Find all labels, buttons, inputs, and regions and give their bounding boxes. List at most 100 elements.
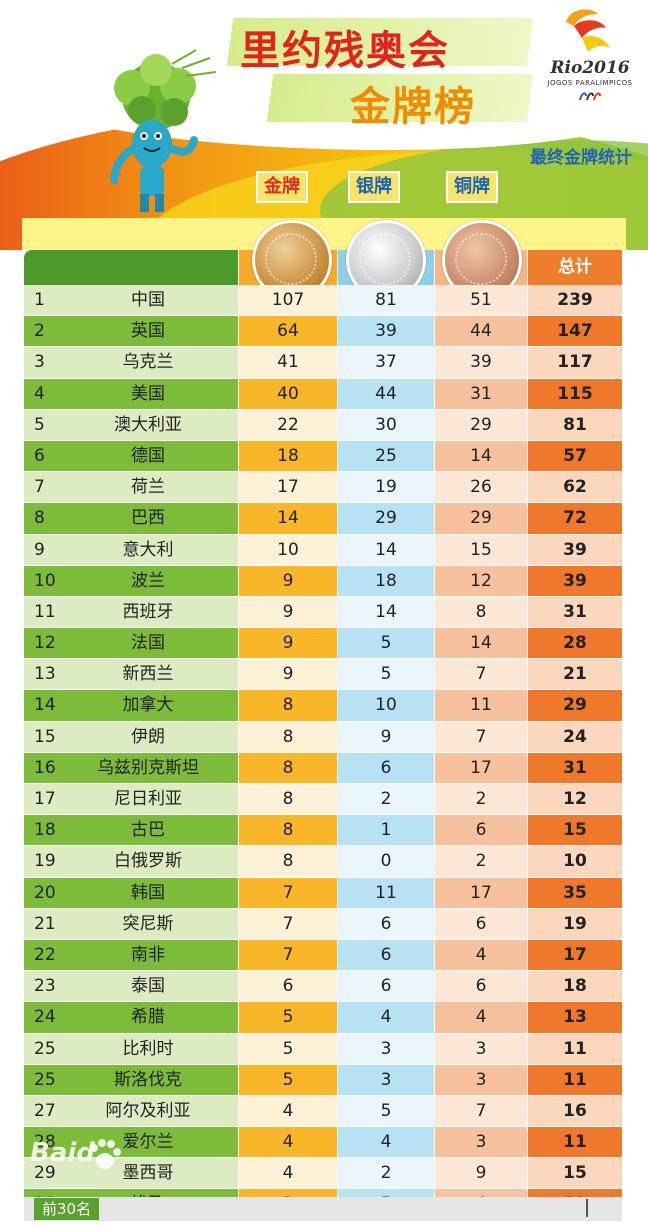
silver-count-cell: 18 xyxy=(375,570,397,591)
silver-count-cell: 25 xyxy=(375,445,397,466)
total-count-cell: 19 xyxy=(563,913,587,934)
table-row: 10 波兰 9 18 12 39 xyxy=(24,565,622,597)
silver-count-cell: 37 xyxy=(375,352,397,373)
total-count-cell: 13 xyxy=(563,1007,587,1028)
silver-count-cell: 6 xyxy=(380,944,392,965)
country-cell: 古巴 xyxy=(131,820,165,841)
rank-cell: 21 xyxy=(34,913,56,934)
rank-cell: 12 xyxy=(34,633,56,654)
mascot-illustration xyxy=(110,49,217,212)
country-cell: 比利时 xyxy=(122,1038,174,1059)
country-cell: 意大利 xyxy=(122,539,174,560)
rank-cell: 8 xyxy=(34,508,45,529)
gold-medal-label: 金牌 xyxy=(256,171,308,203)
bronze-count-cell: 4 xyxy=(475,944,487,965)
silver-count-cell: 1 xyxy=(380,820,392,841)
gold-count-cell: 4 xyxy=(282,1100,294,1121)
country-cell: 阿尔及利亚 xyxy=(105,1100,191,1121)
silver-count-cell: 9 xyxy=(380,726,392,747)
bronze-count-cell: 17 xyxy=(470,882,492,903)
total-count-cell: 15 xyxy=(563,1163,587,1184)
total-count-cell: 147 xyxy=(557,321,593,342)
gold-count-cell: 8 xyxy=(282,789,294,809)
country-cell: 乌克兰 xyxy=(122,352,174,373)
rank-cell: 15 xyxy=(34,726,56,747)
total-count-cell: 17 xyxy=(563,944,587,965)
bronze-count-cell: 29 xyxy=(470,414,492,435)
bronze-count-cell: 2 xyxy=(475,789,487,809)
gold-count-cell: 7 xyxy=(282,944,294,965)
table-row: 4 美国 40 44 31 115 xyxy=(24,378,622,410)
gold-count-cell: 9 xyxy=(282,601,294,622)
silver-count-cell: 4 xyxy=(380,1132,392,1153)
gold-count-cell: 4 xyxy=(282,1163,294,1184)
silver-count-cell: 10 xyxy=(375,695,397,716)
gold-count-cell: 8 xyxy=(282,695,294,716)
bronze-count-cell: 14 xyxy=(470,445,492,466)
rank-cell: 24 xyxy=(34,1007,56,1028)
gold-count-cell: 8 xyxy=(282,851,294,872)
country-cell: 英国 xyxy=(131,321,165,342)
watermark: Baid xyxy=(30,1138,220,1172)
table-row: 6 德国 18 25 14 57 xyxy=(24,440,622,472)
rank-cell: 3 xyxy=(34,352,45,373)
country-cell: 斯洛伐克 xyxy=(114,1069,182,1090)
table-body: 1 中国 107 81 51 239 2 英国 64 39 44 147 3 乌克兰 41 37 39 117 4 美… xyxy=(24,285,622,1221)
silver-count-cell: 5 xyxy=(380,633,392,654)
silver-count-cell: 2 xyxy=(380,1163,392,1184)
country-cell: 西班牙 xyxy=(122,601,174,622)
country-cell: 爱尔兰 xyxy=(122,1132,174,1153)
table-row: 20 韩国 7 11 17 35 xyxy=(24,877,622,909)
rank-cell: 29 xyxy=(34,1163,56,1184)
logo-subtext: JOGOS PARALÍMPICOS xyxy=(547,79,633,87)
total-count-cell: 115 xyxy=(557,383,593,404)
bronze-count-cell: 3 xyxy=(475,1038,487,1059)
bronze-count-cell: 7 xyxy=(475,726,487,747)
table-row: 11 西班牙 9 14 8 31 xyxy=(24,596,622,628)
table-row: 7 荷兰 17 19 26 62 xyxy=(24,472,622,503)
rank-cell: 17 xyxy=(34,789,56,809)
agitos-icon xyxy=(579,92,601,101)
table-row: 16 乌兹别克斯坦 8 6 17 31 xyxy=(24,752,622,784)
country-cell: 泰国 xyxy=(131,976,165,997)
total-count-cell: 81 xyxy=(563,414,587,435)
table-row: 8 巴西 14 29 29 72 xyxy=(24,503,622,534)
bronze-count-cell: 6 xyxy=(475,820,487,841)
rank-cell: 5 xyxy=(34,414,45,435)
gold-count-cell: 17 xyxy=(277,477,299,498)
table-row: 25 比利时 5 3 3 11 xyxy=(24,1033,622,1065)
bronze-count-cell: 51 xyxy=(470,290,492,310)
gold-count-cell: 64 xyxy=(277,321,299,342)
gold-count-cell: 5 xyxy=(282,1007,294,1028)
country-cell: 德国 xyxy=(131,445,165,466)
rank-cell: 25 xyxy=(34,1069,56,1090)
total-count-cell: 31 xyxy=(563,601,587,622)
table-row: 25 斯洛伐克 5 3 3 11 xyxy=(24,1064,622,1096)
rank-cell: 14 xyxy=(34,695,56,716)
country-cell: 白俄罗斯 xyxy=(114,851,182,872)
country-cell: 伊朗 xyxy=(131,726,165,747)
rank-cell: 25 xyxy=(34,1038,56,1059)
rank-cell: 13 xyxy=(34,664,56,685)
table-row: 2 英国 64 39 44 147 xyxy=(24,316,622,347)
table-row: 17 尼日利亚 8 2 2 12 xyxy=(24,784,622,815)
total-count-cell: 39 xyxy=(563,539,587,560)
bronze-count-cell: 9 xyxy=(475,1163,487,1184)
total-count-cell: 239 xyxy=(557,290,593,310)
table-row: 28 爱尔兰 4 4 3 11 xyxy=(24,1127,622,1158)
medal-table: 总计 1 中国 107 81 51 239 2 英国 64 39 44 147 3 乌克兰 41 37 39 11… xyxy=(24,220,622,1221)
bronze-count-cell: 29 xyxy=(470,508,492,529)
silver-count-cell: 29 xyxy=(375,508,397,529)
bronze-count-cell: 2 xyxy=(475,851,487,872)
gold-count-cell: 7 xyxy=(282,882,294,903)
silver-count-cell: 44 xyxy=(375,383,397,404)
silver-count-cell: 11 xyxy=(375,882,397,903)
gold-count-cell: 9 xyxy=(282,570,294,591)
bronze-count-cell: 3 xyxy=(475,1132,487,1153)
mascot-leaves xyxy=(114,49,217,130)
table-footer: 前30名 xyxy=(24,1197,622,1221)
total-count-cell: 57 xyxy=(563,445,587,466)
total-count-cell: 29 xyxy=(563,695,587,716)
bronze-count-cell: 15 xyxy=(470,539,492,560)
country-cell: 韩国 xyxy=(131,882,165,903)
